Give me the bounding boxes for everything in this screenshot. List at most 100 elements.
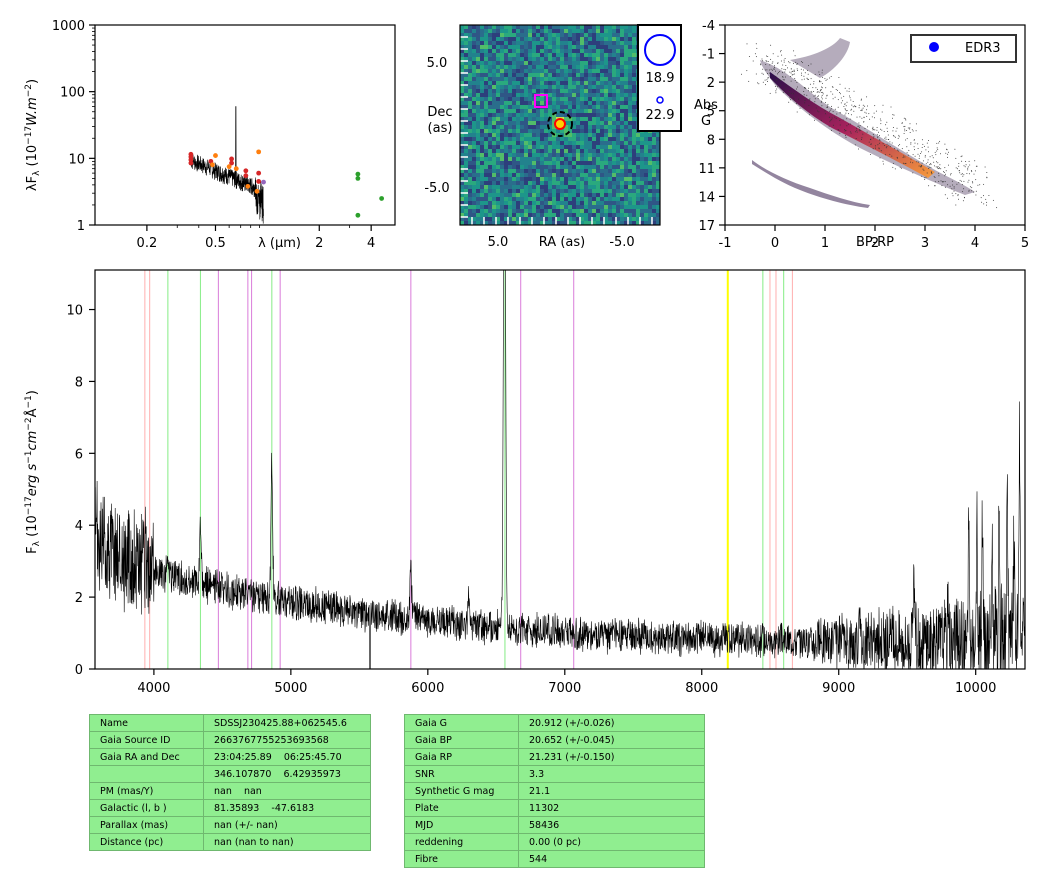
hr-star-dot [956,183,958,185]
image-pixel [516,101,520,105]
image-pixel [572,73,576,77]
image-pixel [584,177,588,181]
image-pixel [600,77,604,81]
image-pixel [516,73,520,77]
image-pixel [556,161,560,165]
hr-star-dot [845,130,847,131]
image-pixel [480,189,484,193]
image-pixel [568,157,572,161]
hr-star-dot [808,99,810,101]
image-pixel [552,53,556,57]
image-pixel [576,65,580,69]
hr-star-dot [913,146,915,148]
image-pixel [620,221,624,225]
image-pixel [560,173,564,177]
image-pixel [584,105,588,109]
hr-star-dot [793,50,795,52]
image-pixel [636,197,640,201]
image-pixel [616,93,620,97]
image-pixel [628,177,632,181]
image-pixel [616,125,620,129]
image-pixel [532,141,536,145]
image-pixel [620,69,624,73]
hr-star-dot [916,161,918,163]
image-pixel [468,65,472,69]
image-pixel [500,201,504,205]
image-pixel [552,141,556,145]
image-pixel [600,137,604,141]
hr-star-dot [944,167,946,169]
image-pixel [556,217,560,221]
table-value: nan (+/- nan) [203,816,371,834]
image-pixel [504,141,508,145]
image-pixel [632,153,636,157]
image-pixel [464,85,468,89]
hr-star-dot [791,71,793,72]
image-pixel [564,205,568,209]
hr-star-dot [840,102,842,104]
image-pixel [480,149,484,153]
hr-star-dot [928,185,930,187]
hr-star-dot [885,136,887,138]
image-pixel [588,189,592,193]
image-pixel [520,181,524,185]
image-pixel [656,153,660,157]
image-pixel [548,69,552,73]
image-pixel [528,173,532,177]
image-pixel [492,25,496,29]
image-pixel [612,37,616,41]
image-pixel [596,49,600,53]
image-pixel [516,113,520,117]
image-pixel [624,141,628,145]
hr-star-dot [780,60,782,62]
image-pixel [608,29,612,33]
image-pixel [464,217,468,221]
hr-star-dot [911,129,913,131]
hr-star-dot [892,166,894,168]
hr-star-dot [867,105,868,107]
hr-star-dot [848,90,850,92]
image-pixel [584,133,588,137]
image-pixel [596,209,600,213]
image-pixel [620,65,624,69]
image-pixel [628,153,632,157]
hr-star-dot [904,130,906,132]
image-pixel [468,205,472,209]
image-pixel [460,57,464,61]
image-pixel [536,69,540,73]
hr-star-dot [808,114,810,116]
image-pixel [624,37,628,41]
image-pixel [464,57,468,61]
image-pixel [548,73,552,77]
image-pixel [620,141,624,145]
image-pixel [628,201,632,205]
image-pixel [492,189,496,193]
image-pixel [508,209,512,213]
image-pixel [604,125,608,129]
image-pixel [500,149,504,153]
image-pixel [620,205,624,209]
hr-star-dot [831,129,832,131]
image-pixel [628,89,632,93]
image-pixel [484,33,488,37]
image-pixel [460,117,464,121]
hr-star-dot [765,60,767,62]
image-pixel [496,181,500,185]
image-pixel [520,193,524,197]
image-pixel [492,153,496,157]
hr-star-dot [872,126,874,128]
image-pixel [612,125,616,129]
image-pixel [596,153,600,157]
image-pixel [468,137,472,141]
image-pixel [484,125,488,129]
image-pixel [588,73,592,77]
image-pixel [580,177,584,181]
image-pixel [492,217,496,221]
image-pixel [476,101,480,105]
image-pixel [512,201,516,205]
image-pixel [540,29,544,33]
image-pixel [536,217,540,221]
hr-star-dot [926,142,928,144]
